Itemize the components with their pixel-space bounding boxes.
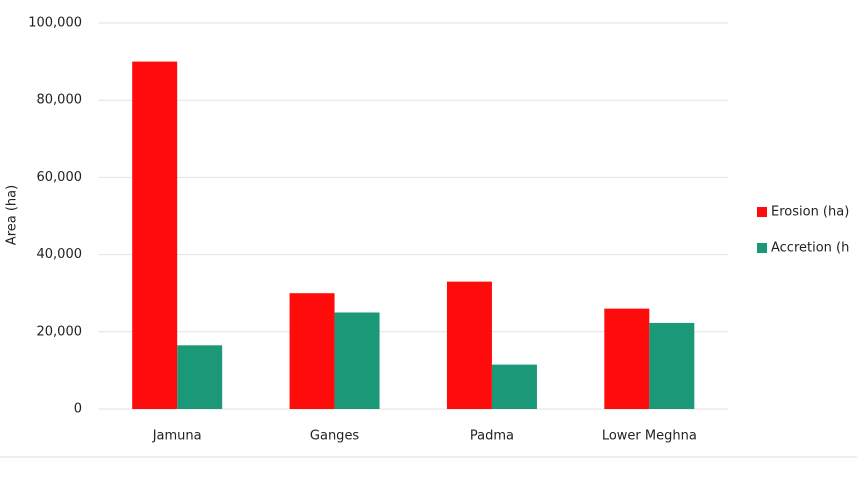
legend-label: Accretion (h xyxy=(771,241,849,256)
bar xyxy=(289,293,335,409)
legend-swatch xyxy=(757,207,767,217)
bar xyxy=(177,345,223,409)
x-tick-label: Padma xyxy=(470,429,514,444)
bar xyxy=(604,308,650,409)
x-tick-label: Ganges xyxy=(310,429,360,444)
x-tick-label: Jamuna xyxy=(152,429,202,444)
y-tick-label: 0 xyxy=(74,402,82,417)
bar xyxy=(446,281,492,409)
bar xyxy=(334,312,380,409)
y-tick-label: 60,000 xyxy=(37,170,83,185)
bar xyxy=(491,364,537,409)
legend-swatch xyxy=(757,243,767,253)
y-tick-label: 20,000 xyxy=(37,324,83,339)
bar xyxy=(649,322,695,409)
y-tick-label: 80,000 xyxy=(37,93,83,108)
y-axis-label: Area (ha) xyxy=(5,185,20,245)
legend-label: Erosion (ha) xyxy=(771,205,849,220)
bar xyxy=(132,61,178,409)
y-tick-label: 40,000 xyxy=(37,247,83,262)
x-tick-label: Lower Meghna xyxy=(602,429,697,444)
y-tick-label: 100,000 xyxy=(28,16,82,31)
